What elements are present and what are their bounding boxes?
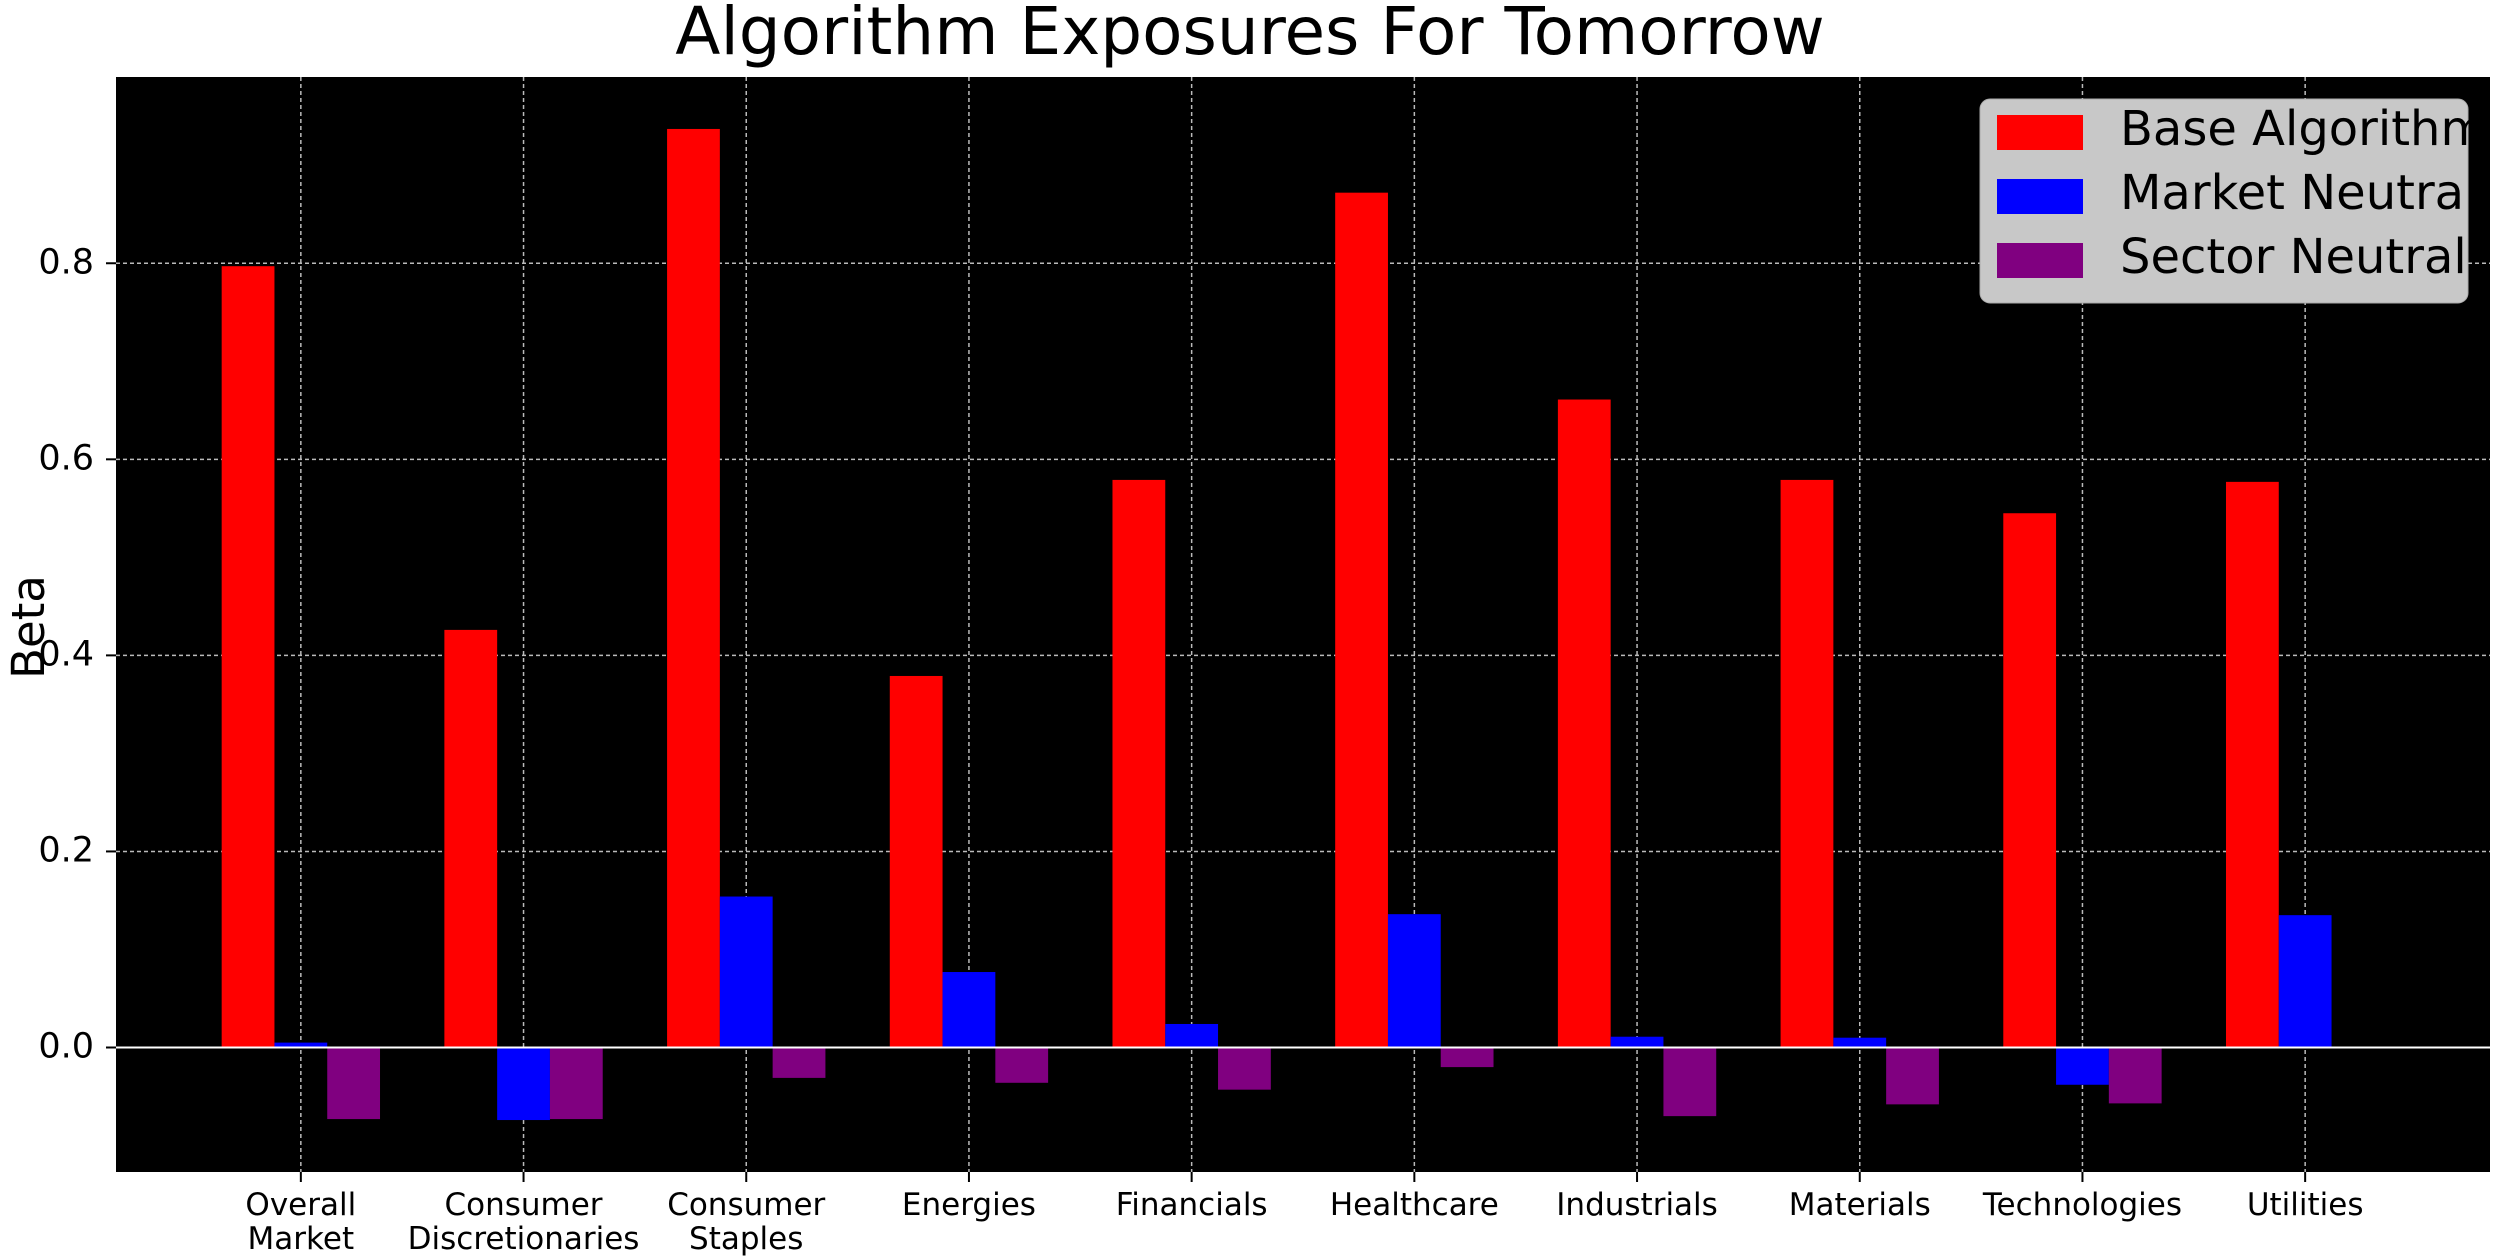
bar <box>1663 1047 1717 1117</box>
bar <box>2003 513 2057 1048</box>
x-tick-label: Technologies <box>1982 1187 2183 1223</box>
y-tick-label: 0.8 <box>38 242 94 282</box>
bar <box>667 128 720 1048</box>
x-tick-label: Consumer Discretionaries <box>407 1187 640 1257</box>
bar <box>1218 1047 1271 1090</box>
bar <box>1335 192 1388 1048</box>
y-tick-label: 0.2 <box>38 830 94 870</box>
y-axis-label: Beta <box>2 575 55 679</box>
bar <box>1886 1047 1939 1105</box>
x-tick-label: Industrials <box>1556 1187 1718 1223</box>
legend-box <box>1979 98 2469 304</box>
bar <box>1780 479 1834 1048</box>
x-tick-label: Energies <box>901 1187 1036 1223</box>
x-tick-label: Healthcare <box>1329 1187 1499 1223</box>
legend-swatch <box>1997 115 2083 150</box>
y-tick-label: 0.4 <box>38 634 94 674</box>
bar <box>1387 914 1441 1048</box>
y-tick-label: 0.0 <box>38 1027 94 1067</box>
bar <box>274 1042 328 1048</box>
bar <box>2225 481 2279 1048</box>
bar <box>327 1047 381 1120</box>
x-tick-label: Financials <box>1115 1187 1268 1223</box>
bar <box>1557 399 1611 1048</box>
bar <box>1112 479 1166 1048</box>
bar <box>995 1047 1049 1083</box>
bar <box>942 972 996 1048</box>
bar <box>1610 1036 1664 1048</box>
bar <box>1165 1023 1219 1048</box>
bar <box>2108 1047 2162 1104</box>
bar <box>1833 1037 1887 1048</box>
legend-label: Base Algorithm <box>2120 101 2487 157</box>
legend-swatch <box>1997 243 2083 278</box>
bar <box>497 1047 550 1121</box>
bar <box>549 1047 603 1120</box>
bar <box>1440 1047 1494 1068</box>
bar <box>719 896 773 1048</box>
x-tick-label: Materials <box>1788 1187 1931 1223</box>
x-tick-label: Utilities <box>2246 1187 2364 1223</box>
y-tick-label: 0.6 <box>38 438 94 478</box>
x-tick-label: Overall Market <box>245 1187 357 1257</box>
bar <box>221 266 275 1048</box>
chart-title: Algorithm Exposures For Tomorrow <box>675 0 1824 70</box>
legend-swatch <box>1997 179 2083 214</box>
legend-label: Market Neutral <box>2120 165 2477 221</box>
x-tick-label: Consumer Staples <box>667 1187 826 1257</box>
bar <box>444 629 498 1048</box>
bar <box>2056 1047 2109 1085</box>
legend-label: Sector Neutral <box>2120 229 2467 285</box>
bar <box>2278 915 2332 1048</box>
bar <box>772 1047 826 1078</box>
bar <box>889 675 943 1048</box>
